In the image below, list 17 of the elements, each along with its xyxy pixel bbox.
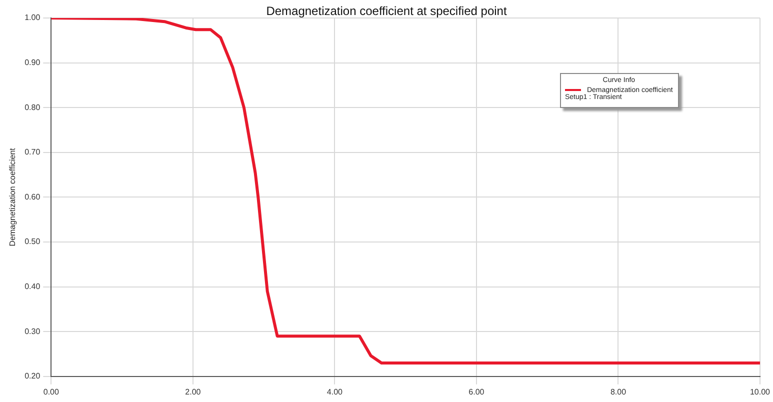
y-tick-label: 0.60 xyxy=(24,192,41,202)
y-axis-title: Demagnetization coefficient xyxy=(8,147,18,246)
y-tick-label: 0.50 xyxy=(24,237,41,246)
x-tick-label: 8.00 xyxy=(610,387,627,396)
y-tick-label: 0.40 xyxy=(24,282,41,292)
y-tick-label: 0.70 xyxy=(24,148,41,157)
chart-title: Demagnetization coefficient at specified point xyxy=(266,4,507,18)
y-tick-label: 0.80 xyxy=(24,102,41,112)
x-tick-label: 0.00 xyxy=(43,387,60,396)
y-tick-label: 1.00 xyxy=(24,13,41,22)
y-tick-label: 0.30 xyxy=(24,326,41,336)
x-tick-label: 6.00 xyxy=(468,387,485,396)
y-tick-label: 0.20 xyxy=(24,372,41,381)
x-tick-label: 4.00 xyxy=(326,387,344,396)
x-tick-label: 2.00 xyxy=(185,387,202,396)
y-tick-label: 0.90 xyxy=(24,58,41,68)
x-tick-label: 10.00 xyxy=(750,387,771,396)
